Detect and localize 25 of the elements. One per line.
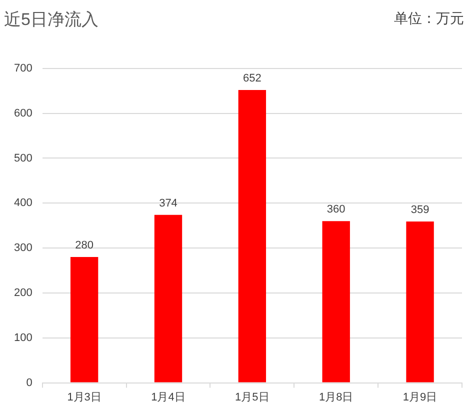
bar — [406, 222, 434, 382]
chart-title: 近5日净流入 — [4, 10, 98, 29]
y-tick-label: 200 — [14, 287, 32, 300]
text: 单位：万元 — [394, 10, 464, 26]
x-tick-label: 1月4日 — [151, 391, 186, 404]
data-label: 359 — [410, 204, 430, 216]
data-label: 360 — [326, 204, 346, 216]
x-tick-label: 1月8日 — [318, 391, 354, 404]
bar — [238, 90, 266, 382]
y-tick-label: 400 — [14, 197, 32, 210]
bar — [322, 221, 350, 382]
x-tick-label: 1月9日 — [402, 391, 438, 404]
y-tick-label: 600 — [14, 107, 32, 120]
y-tick-label: 300 — [14, 242, 32, 254]
data-label: 374 — [159, 197, 178, 210]
y-tick-label: 100 — [14, 332, 32, 344]
data-label: 652 — [242, 72, 262, 84]
bar — [70, 257, 98, 382]
x-tick-label: 1月5日 — [235, 391, 270, 404]
y-tick-label: 0 — [26, 376, 32, 389]
bar — [154, 214, 182, 382]
y-tick-label: 700 — [14, 62, 32, 74]
x-tick-label: 1月3日 — [67, 391, 102, 404]
y-tick-label: 500 — [14, 152, 32, 164]
data-label: 280 — [75, 240, 94, 252]
